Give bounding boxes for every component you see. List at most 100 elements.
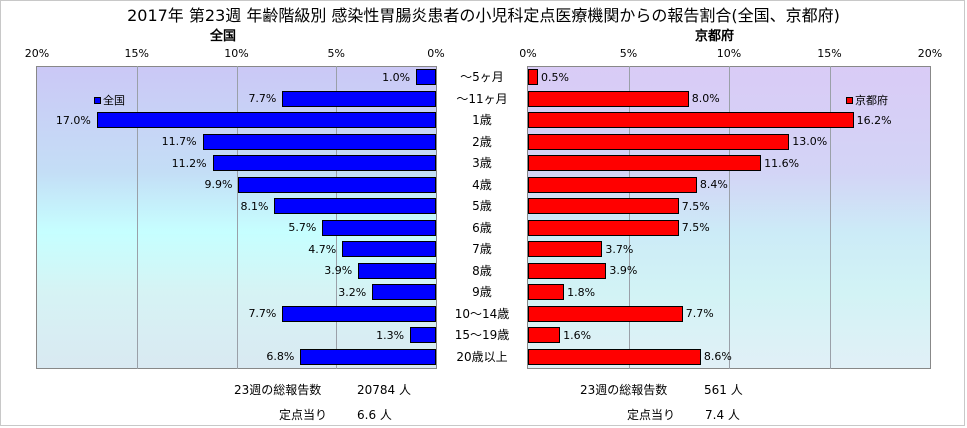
legend-swatch-kyoto <box>846 96 853 104</box>
value-label-kyoto: 1.6% <box>563 328 592 342</box>
legend-label-kyoto: 京都府 <box>855 94 888 107</box>
left-tick-label: 10% <box>224 47 249 60</box>
value-label-kyoto: 11.6% <box>764 156 800 170</box>
chart-title: 2017年 第23週 年齢階級別 感染性胃腸炎患者の小児科定点医療機関からの報告… <box>127 6 840 25</box>
category-label: 5歳 <box>472 199 492 214</box>
value-label-kyoto: 7.5% <box>681 221 710 235</box>
category-label: 20歳以上 <box>456 349 508 364</box>
right-tick-label: 15% <box>817 47 842 60</box>
value-label-national: 17.0% <box>55 113 91 127</box>
bar-kyoto <box>528 348 701 365</box>
bar-national <box>212 155 436 172</box>
value-label-national: 7.7% <box>248 307 277 321</box>
left-gridline <box>136 66 138 369</box>
value-label-national: 7.7% <box>248 92 277 106</box>
bar-kyoto <box>528 176 697 193</box>
value-label-national: 11.7% <box>161 135 197 149</box>
bar-national <box>300 348 436 365</box>
right-panel-title: 京都府 <box>695 29 735 44</box>
value-label-national: 3.2% <box>338 285 367 299</box>
category-label: 3歳 <box>472 156 492 171</box>
bar-national <box>322 219 436 236</box>
bar-kyoto <box>528 219 679 236</box>
value-label-national: 6.8% <box>266 350 295 364</box>
value-label-national: 3.9% <box>324 264 353 278</box>
bar-kyoto <box>528 284 565 301</box>
footer-national-per-label: 定点当り <box>279 408 328 422</box>
bar-kyoto <box>528 327 561 344</box>
bar-national <box>238 176 436 193</box>
category-label: 7歳 <box>472 242 492 257</box>
value-label-kyoto: 3.9% <box>609 264 638 278</box>
bar-national <box>342 241 436 258</box>
left-gridline <box>336 66 338 369</box>
bar-national <box>416 69 436 86</box>
value-label-kyoto: 8.6% <box>703 350 732 364</box>
bar-kyoto <box>528 69 539 86</box>
value-label-national: 1.3% <box>376 328 405 342</box>
legend-national: 全国 <box>94 92 125 108</box>
category-label: 15～19歳 <box>454 328 510 343</box>
left-panel-title: 全国 <box>210 29 237 44</box>
bar-kyoto <box>528 241 603 258</box>
footer-kyoto-per-label: 定点当り <box>627 408 676 422</box>
category-label: 10～14歳 <box>454 306 510 321</box>
footer-national-total-label: 23週の総報告数 <box>234 383 322 397</box>
category-label: 1歳 <box>472 113 492 128</box>
category-label: ～11ヶ月 <box>456 91 508 106</box>
bar-kyoto <box>528 133 790 150</box>
left-tick-label: 20% <box>24 47 50 60</box>
bar-national <box>358 262 436 279</box>
value-label-kyoto: 13.0% <box>792 135 828 149</box>
value-label-national: 11.2% <box>171 156 207 170</box>
left-tick-label: 15% <box>124 47 149 60</box>
footer-kyoto-total-value: 561 人 <box>704 383 743 397</box>
legend-swatch-national <box>94 96 101 104</box>
bar-national <box>202 133 436 150</box>
value-label-kyoto: 7.7% <box>685 307 714 321</box>
category-label: 2歳 <box>472 134 492 149</box>
category-label: 4歳 <box>472 177 492 192</box>
value-label-national: 4.7% <box>308 242 337 256</box>
bar-kyoto <box>528 155 762 172</box>
footer-national-total-value: 20784 人 <box>357 383 411 397</box>
footer-kyoto-total-label: 23週の総報告数 <box>580 383 668 397</box>
value-label-national: 1.0% <box>382 70 411 84</box>
right-gridline <box>729 66 730 369</box>
value-label-kyoto: 16.2% <box>856 113 892 127</box>
value-label-national: 9.9% <box>204 178 233 192</box>
value-label-kyoto: 8.0% <box>691 92 720 106</box>
bar-kyoto <box>528 305 683 322</box>
right-tick-label: 0% <box>519 47 537 60</box>
right-gridline <box>829 66 831 369</box>
category-label: 8歳 <box>472 263 492 278</box>
bar-kyoto <box>528 262 607 279</box>
bar-national <box>282 305 436 322</box>
left-gridline <box>236 66 238 369</box>
value-label-kyoto: 1.8% <box>567 285 596 299</box>
bar-kyoto <box>528 90 689 107</box>
left-tick-label: 0% <box>427 47 445 60</box>
bar-kyoto <box>528 112 854 129</box>
footer-national-per-value: 6.6 人 <box>357 408 392 422</box>
category-label: ～5ヶ月 <box>460 70 504 85</box>
category-label: 9歳 <box>472 285 492 300</box>
right-tick-label: 20% <box>917 47 943 60</box>
bar-national <box>274 198 436 215</box>
footer-kyoto-per-value: 7.4 人 <box>705 408 740 422</box>
right-gridline <box>628 66 630 369</box>
legend-label-national: 全国 <box>103 94 125 107</box>
right-tick-label: 5% <box>619 47 638 60</box>
value-label-national: 5.7% <box>288 221 317 235</box>
bar-kyoto <box>528 198 679 215</box>
bar-national <box>410 327 436 344</box>
value-label-national: 8.1% <box>240 199 269 213</box>
bar-national <box>96 112 436 129</box>
value-label-kyoto: 0.5% <box>541 70 569 84</box>
category-label: 6歳 <box>472 220 492 235</box>
bar-national <box>372 284 436 301</box>
value-label-kyoto: 3.7% <box>605 242 634 256</box>
legend-kyoto: 京都府 <box>846 92 888 108</box>
right-tick-label: 10% <box>716 47 742 60</box>
